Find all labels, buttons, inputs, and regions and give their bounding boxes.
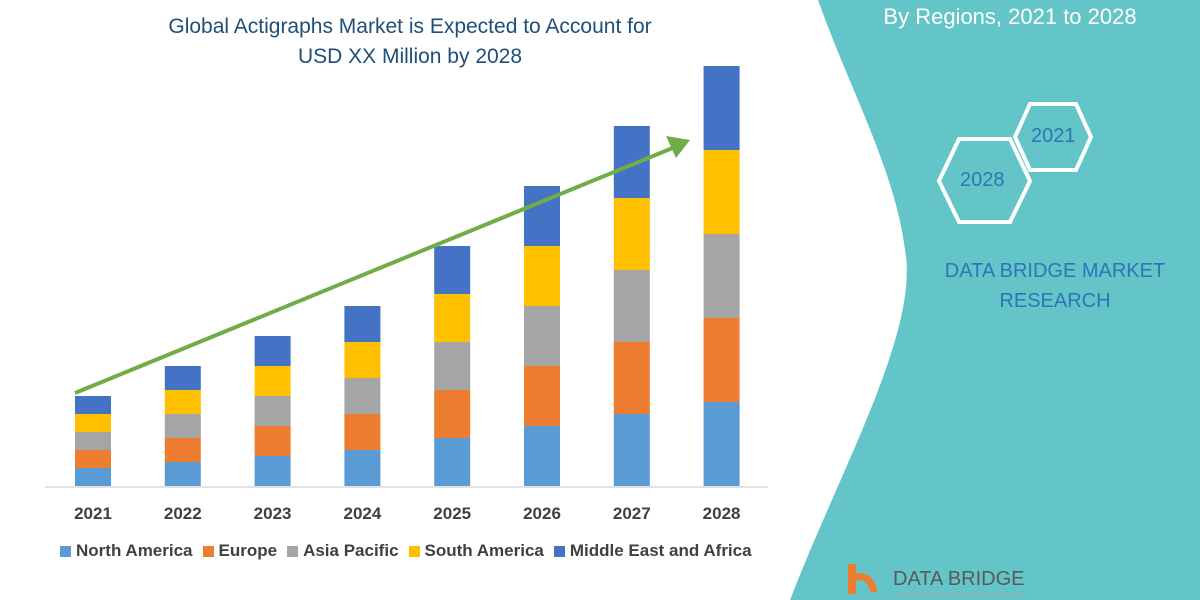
x-tick-2026: 2026 — [523, 504, 561, 523]
bar-2026-europe — [524, 366, 560, 426]
x-tick-2028: 2028 — [703, 504, 741, 523]
bar-2023-asia-pacific — [254, 396, 291, 426]
bar-2024-middle-east-and-africa — [344, 306, 381, 342]
bars-group — [75, 66, 740, 486]
bar-2027-europe — [613, 342, 650, 414]
legend-label: Europe — [218, 541, 278, 560]
legend-item-south-america: South America — [408, 541, 544, 561]
chart-title: Global Actigraphs Market is Expected to … — [80, 12, 740, 72]
bar-2028-asia-pacific — [703, 234, 740, 318]
bar-2024-europe — [344, 414, 381, 450]
bar-2028-south-america — [703, 150, 740, 234]
hex-label-2028: 2028 — [960, 169, 1005, 191]
brand-line-2: RESEARCH — [999, 290, 1111, 312]
bar-2022-middle-east-and-africa — [164, 366, 201, 390]
legend-item-europe: Europe — [202, 541, 278, 561]
trend-arrow-head — [666, 136, 690, 158]
side-panel-background — [790, 0, 1200, 600]
legend-swatch — [60, 545, 71, 557]
bar-2026-north-america — [524, 426, 560, 486]
trend-arrow-line — [74, 145, 676, 395]
bar-2022-asia-pacific — [164, 414, 201, 438]
bar-2021-asia-pacific — [75, 432, 111, 450]
bar-2022-europe — [164, 438, 201, 462]
bar-2024-south-america — [344, 342, 381, 378]
bar-2027-asia-pacific — [613, 270, 650, 342]
x-tick-2025: 2025 — [433, 504, 471, 523]
legend-swatch — [408, 545, 420, 557]
x-tick-labels: 2021 2022 2023 2024 2025 2026 2027 2028 — [74, 504, 740, 523]
hexagon-2028 — [936, 137, 1033, 224]
bar-2026-asia-pacific — [524, 306, 560, 366]
bar-2021-middle-east-and-africa — [75, 396, 111, 414]
hex-label-2021: 2021 — [1031, 125, 1076, 147]
bar-2024-asia-pacific — [344, 378, 381, 414]
bar-2028-middle-east-and-africa — [703, 66, 740, 150]
bar-2025-middle-east-and-africa — [434, 246, 471, 294]
bar-2022-south-america — [164, 390, 201, 414]
bar-2025-north-america — [434, 438, 471, 486]
bar-2027-middle-east-and-africa — [613, 126, 650, 198]
bar-2023-middle-east-and-africa — [254, 336, 291, 366]
hexagon-2021 — [1012, 102, 1094, 172]
bar-2023-europe — [254, 426, 291, 456]
bar-2021-europe — [75, 450, 111, 468]
brand-line-1: DATA BRIDGE MARKET — [944, 260, 1166, 282]
bar-2025-europe — [434, 390, 471, 438]
legend-label: Middle East and Africa — [569, 541, 752, 560]
legend-item-north-america: North America — [60, 541, 193, 561]
x-tick-2023: 2023 — [254, 504, 292, 523]
title-line-1: Global Actigraphs Market is Expected to … — [168, 15, 652, 38]
chart-legend: North America Europe Asia Pacific South Ame… — [60, 541, 752, 561]
legend-label: South America — [424, 541, 544, 560]
bar-2025-asia-pacific — [434, 342, 471, 390]
bar-2027-north-america — [613, 414, 650, 486]
brand-text: DATA BRIDGE MARKET RESEARCH — [920, 256, 1190, 316]
x-tick-2027: 2027 — [613, 504, 651, 523]
side-subtitle: By Regions, 2021 to 2028 — [883, 4, 1137, 29]
title-line-2: USD XX Million by 2028 — [297, 45, 523, 68]
legend-item-asia-pacific: Asia Pacific — [287, 541, 399, 561]
x-tick-2022: 2022 — [164, 504, 202, 523]
legend-item-middle-east-and-africa: Middle East and Africa — [553, 541, 752, 561]
logo-text: DATA BRIDGE — [893, 568, 1025, 590]
bar-2028-north-america — [703, 402, 740, 486]
legend-swatch — [553, 545, 565, 557]
bar-2026-south-america — [524, 246, 560, 306]
bar-2028-europe — [703, 318, 740, 402]
x-tick-2024: 2024 — [343, 504, 381, 523]
legend-label: Asia Pacific — [303, 541, 399, 560]
bar-2021-north-america — [75, 468, 111, 486]
bar-2023-north-america — [254, 456, 291, 486]
bar-2023-south-america — [254, 366, 291, 396]
legend-swatch — [287, 545, 299, 557]
bar-2022-north-america — [164, 462, 201, 486]
bar-2025-south-america — [434, 294, 471, 342]
bar-2024-north-america — [344, 450, 381, 486]
logo-icon — [848, 564, 1022, 595]
bar-2027-south-america — [613, 198, 650, 270]
legend-swatch — [202, 545, 214, 557]
bar-2021-south-america — [75, 414, 111, 432]
legend-label: North America — [76, 541, 193, 560]
x-tick-2021: 2021 — [74, 504, 112, 523]
